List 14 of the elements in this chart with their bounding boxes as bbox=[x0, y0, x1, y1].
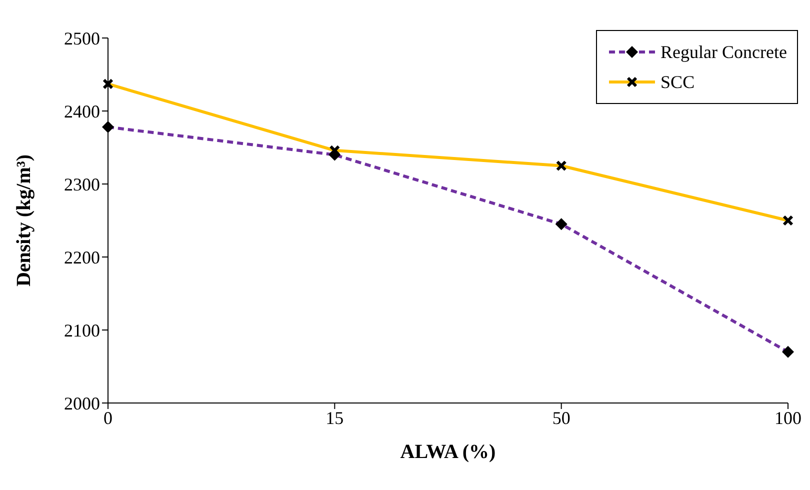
y-axis-title: Density (kg/m³) bbox=[13, 154, 36, 287]
legend-label: Regular Concrete bbox=[660, 42, 787, 62]
y-tick-label: 2400 bbox=[64, 101, 100, 122]
legend-label: SCC bbox=[660, 72, 695, 92]
x-tick-label: 0 bbox=[104, 408, 112, 428]
x-tick-label: 50 bbox=[552, 408, 570, 428]
y-tick-label: 2000 bbox=[64, 393, 100, 414]
x-tick-label: 100 bbox=[774, 408, 802, 428]
x-axis-title: ALWA (%) bbox=[400, 441, 496, 463]
y-tick-label: 2100 bbox=[64, 320, 100, 340]
y-tick-label: 2200 bbox=[64, 247, 100, 268]
y-tick-label: 2300 bbox=[64, 174, 100, 194]
y-tick-label: 2500 bbox=[64, 28, 100, 48]
x-tick-label: 15 bbox=[326, 408, 344, 428]
